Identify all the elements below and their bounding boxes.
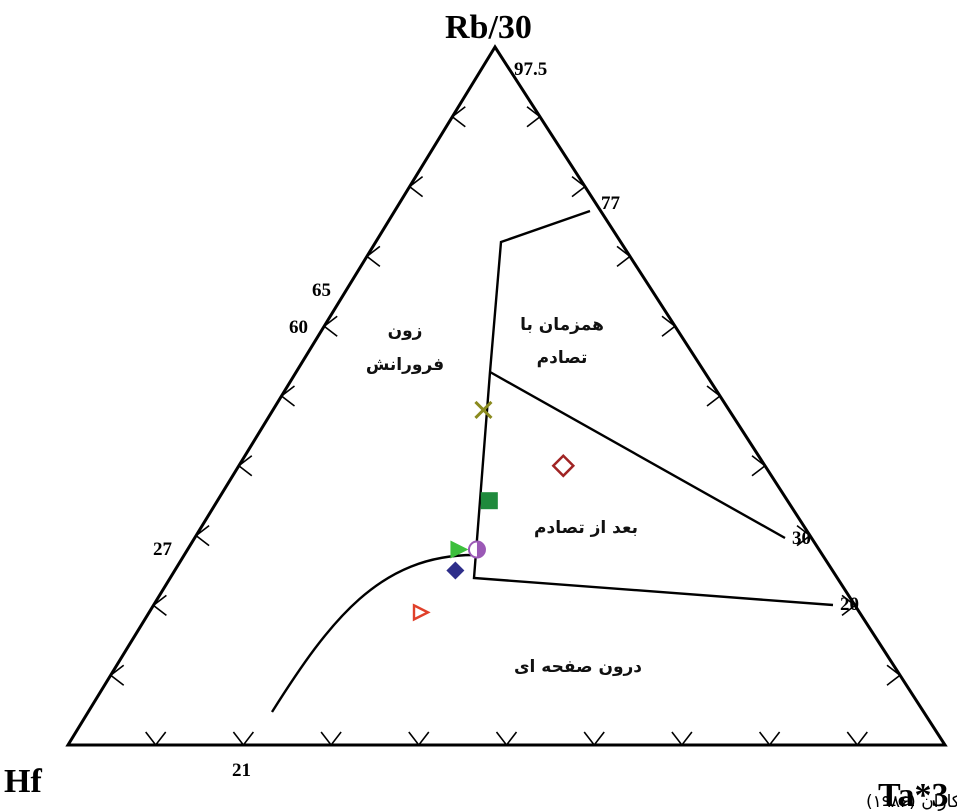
- data-point-half-circle: [467, 540, 486, 559]
- tick-mark-left-edge: [109, 664, 125, 686]
- field-boundaries: [270, 209, 834, 713]
- apex-label-right: Ta*3: [878, 777, 949, 812]
- boundary-post-collision: [489, 370, 786, 540]
- tick-mark-left-edge: [194, 524, 210, 547]
- tick-mark-right-edge: [796, 524, 812, 547]
- tick-mark-right-edge: [616, 245, 632, 268]
- data-point-triangle-right-open: [412, 603, 431, 622]
- boundary-within-plate-curve: [270, 553, 475, 713]
- tick-mark-right-edge: [706, 385, 722, 407]
- tick-mark-left-edge: [152, 594, 167, 617]
- region-label-post-collision: بعد از تصادم: [534, 518, 638, 538]
- figure-caption: شکل ۶- موقعیت نمونه‌ها روی نمودار سه‌تای…: [866, 792, 957, 812]
- tick-mark-bottom-edge: [758, 731, 781, 747]
- region-label-line: زون: [388, 321, 423, 341]
- region-label-within-plate: درون صفحه ای: [514, 657, 642, 677]
- tick-mark-left-edge: [450, 106, 466, 128]
- data-point-diamond-open: [551, 454, 576, 478]
- data-point-triangle-right: [450, 540, 469, 559]
- region-label-line: بعد از تصادم: [534, 518, 638, 538]
- region-label-line: همزمان با: [520, 315, 604, 335]
- tick-label-30: 30: [792, 528, 811, 549]
- tick-marks: [109, 106, 902, 747]
- tick-mark-right-edge: [571, 175, 587, 198]
- tick-label-77: 77: [601, 193, 621, 214]
- data-point-diamond: [446, 561, 465, 580]
- triangle-frame: [65, 44, 948, 747]
- tick-label-65: 65: [312, 280, 331, 301]
- tick-mark-left-edge: [237, 455, 253, 477]
- tick-mark-right-edge: [526, 106, 542, 128]
- tick-label-21: 21: [232, 760, 251, 781]
- tick-mark-right-edge: [751, 455, 767, 477]
- region-label-syn-collision: همزمان با تصادم: [520, 315, 604, 368]
- tick-mark-bottom-edge: [495, 731, 518, 747]
- tick-mark-left-edge: [408, 175, 424, 198]
- apex-label-left: Hf: [4, 763, 42, 800]
- tick-mark-right-edge: [886, 664, 902, 686]
- tick-mark-bottom-edge: [583, 731, 605, 747]
- tick-label-27: 27: [153, 539, 173, 560]
- tick-mark-bottom-edge: [232, 731, 255, 747]
- tick-mark-left-edge: [322, 315, 338, 337]
- apex-label-top: Rb/30: [445, 9, 532, 46]
- tick-mark-right-edge: [661, 315, 677, 337]
- tick-mark-bottom-edge: [145, 731, 167, 747]
- tick-mark-left-edge: [365, 245, 381, 268]
- data-point-x: [474, 400, 493, 420]
- tick-mark-bottom-edge: [671, 731, 693, 747]
- data-points: [412, 400, 576, 622]
- tick-mark-left-edge: [280, 385, 295, 407]
- tick-label-60: 60: [289, 317, 308, 338]
- tick-mark-bottom-edge: [320, 731, 342, 747]
- region-label-line: فرورانش: [366, 355, 444, 375]
- tick-mark-bottom-edge: [846, 731, 868, 747]
- tick-mark-bottom-edge: [408, 731, 430, 747]
- region-label-subduction-zone: زون فرورانش: [366, 321, 444, 375]
- data-point-square: [480, 492, 498, 510]
- tick-label-97-5: 97.5: [514, 59, 547, 80]
- boundary-syn-collision-top: [472, 209, 834, 607]
- tick-label-20: 20: [840, 594, 859, 615]
- region-label-line: تصادم: [537, 348, 588, 368]
- tick-mark-right-edge: [841, 594, 857, 617]
- region-label-line: درون صفحه ای: [514, 657, 642, 677]
